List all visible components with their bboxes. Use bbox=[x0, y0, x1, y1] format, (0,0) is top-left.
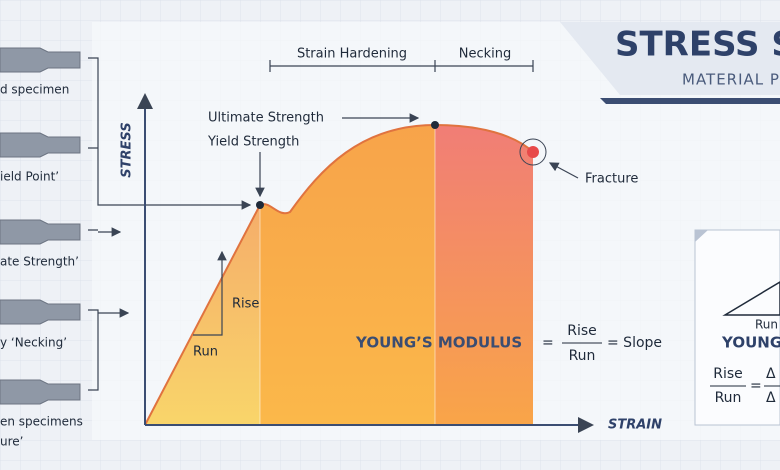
annotation: YOUNG’S MODULUS bbox=[355, 334, 522, 352]
annotation: Fracture bbox=[585, 172, 638, 187]
region-label: Strain Hardening bbox=[297, 47, 407, 62]
annotation: Run bbox=[193, 345, 218, 360]
title: STRESS S bbox=[615, 25, 780, 65]
specimen-label: d specimen bbox=[0, 83, 69, 97]
side-panel: Run YOUNG Rise Run = Δ Δ bbox=[694, 229, 780, 426]
panel-text: Run bbox=[715, 390, 742, 406]
specimen-label: y ‘Necking’ bbox=[0, 336, 67, 350]
specimen-label: ure’ bbox=[0, 435, 23, 449]
formula-text: = Slope bbox=[607, 335, 662, 351]
specimens: d specimen ield Point’ ate Strength’ y ‘… bbox=[0, 47, 250, 449]
axes: STRESS STRAIN bbox=[120, 93, 662, 433]
specimen-label: ate Strength’ bbox=[0, 255, 79, 269]
specimen-label: ield Point’ bbox=[0, 170, 59, 184]
region-label: Necking bbox=[459, 47, 512, 62]
region-brackets: Strain Hardening Necking bbox=[269, 47, 534, 72]
panel-text: YOUNG bbox=[721, 334, 780, 352]
annotation: Rise bbox=[232, 297, 259, 312]
panel-text: Δ bbox=[766, 390, 776, 406]
formula: = Rise Run = Slope bbox=[542, 323, 662, 364]
annotations: Ultimate Strength Yield Strength Fractur… bbox=[193, 111, 638, 360]
panel-text: = bbox=[750, 378, 762, 394]
subtitle: MATERIAL PR bbox=[682, 71, 780, 89]
formula-text: = bbox=[542, 335, 554, 351]
specimen-label: en specimens bbox=[0, 415, 83, 429]
panel-text: Rise bbox=[713, 366, 743, 382]
y-axis-label: STRESS bbox=[120, 122, 135, 177]
annotation: Ultimate Strength bbox=[208, 111, 324, 126]
title-banner: STRESS S MATERIAL PR bbox=[560, 22, 780, 104]
x-axis-label: STRAIN bbox=[608, 418, 662, 433]
formula-text: Rise bbox=[567, 323, 597, 339]
panel-text: Δ bbox=[766, 366, 776, 382]
panel-text: Run bbox=[755, 318, 778, 332]
formula-text: Run bbox=[569, 348, 596, 364]
annotation: Yield Strength bbox=[207, 135, 299, 150]
